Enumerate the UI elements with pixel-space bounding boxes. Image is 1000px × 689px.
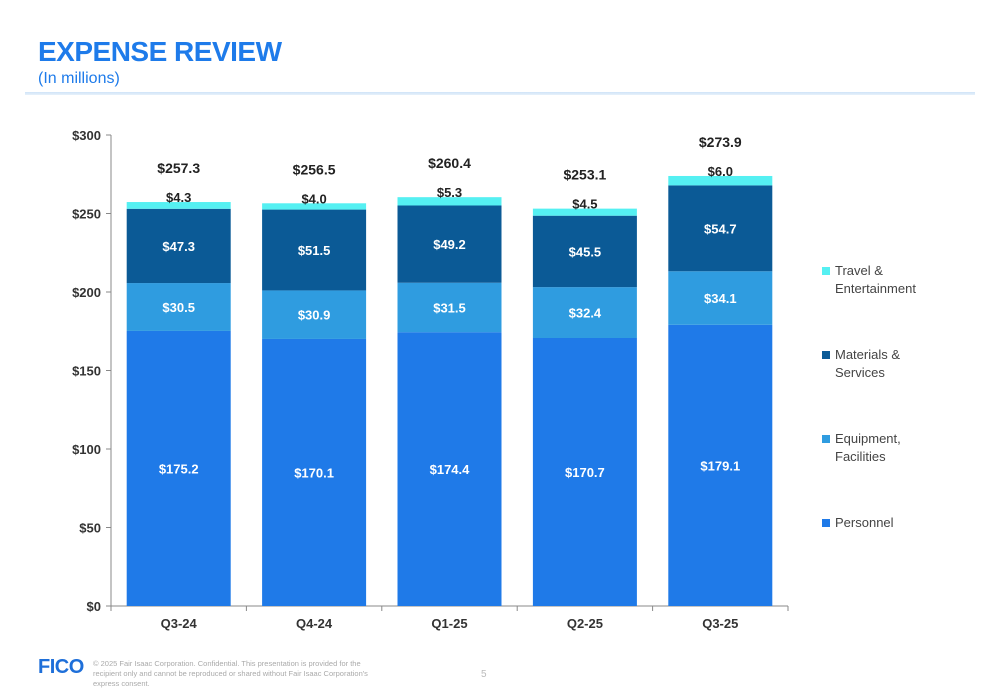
bar-data-label: $4.5 [572, 197, 597, 212]
legend-swatch-personnel [822, 519, 830, 527]
bar-segment [532, 215, 637, 288]
y-tick-label: $300 [72, 128, 101, 143]
bar-data-label: $51.5 [298, 243, 331, 258]
bar-segment [397, 332, 502, 606]
y-tick-label: $100 [72, 442, 101, 457]
bar-segment [126, 208, 231, 284]
page-title: EXPENSE REVIEW [38, 36, 282, 67]
bar-segment [126, 330, 231, 606]
legend-item-materials: Materials & Services [822, 346, 900, 382]
bar-data-label: $49.2 [433, 237, 466, 252]
bar-total-label: $257.3 [157, 160, 200, 176]
x-category-label: Q3-25 [702, 616, 738, 631]
legend-label-materials: Materials & Services [835, 347, 901, 380]
bar-segment [126, 202, 231, 209]
bar-segment [397, 197, 502, 206]
bar-segment [126, 283, 231, 331]
bar-data-label: $34.1 [704, 291, 737, 306]
bar-segment [668, 271, 773, 325]
bar-data-label: $4.3 [166, 190, 191, 205]
legend-label-personnel: Personnel [835, 515, 894, 530]
y-tick-label: $250 [72, 207, 101, 222]
x-category-label: Q1-25 [431, 616, 467, 631]
page-subtitle: (In millions) [38, 70, 120, 87]
bar-segment [262, 290, 367, 339]
bar-total-label: $273.9 [699, 134, 742, 150]
bar-segment [262, 203, 367, 210]
bar-segment [397, 205, 502, 283]
legend-item-travel: Travel & Entertainment [822, 262, 916, 298]
bar-data-label: $30.5 [162, 300, 195, 315]
legend-swatch-equipment [822, 435, 830, 443]
legend-swatch-materials [822, 351, 830, 359]
y-tick-label: $50 [79, 521, 101, 536]
bar-segment [532, 287, 637, 339]
bar-data-label: $179.1 [700, 458, 740, 473]
y-tick-label: $150 [72, 364, 101, 379]
bar-data-label: $174.4 [430, 462, 471, 477]
legend-label-travel: Travel & Entertainment [835, 263, 916, 296]
title-divider [25, 92, 975, 95]
footer-disclaimer: © 2025 Fair Isaac Corporation. Confident… [93, 659, 368, 688]
fico-logo: FICO [38, 656, 84, 678]
bar-total-label: $256.5 [293, 161, 336, 177]
bar-data-label: $175.2 [159, 461, 199, 476]
y-tick-label: $200 [72, 285, 101, 300]
bar-data-label: $170.1 [294, 465, 334, 480]
x-category-label: Q3-24 [161, 616, 198, 631]
legend-swatch-travel [822, 267, 830, 275]
bar-segment [262, 338, 367, 606]
bar-data-label: $30.9 [298, 308, 331, 323]
bar-data-label: $6.0 [708, 164, 733, 179]
y-tick-label: $0 [87, 599, 101, 614]
legend-item-equipment: Equipment, Facilities [822, 430, 901, 466]
bar-segment [532, 338, 637, 606]
bar-data-label: $170.7 [565, 465, 605, 480]
bar-data-label: $31.5 [433, 300, 466, 315]
bar-segment [397, 282, 502, 333]
bar-segment [262, 209, 367, 291]
bar-total-label: $253.1 [563, 167, 606, 183]
bar-data-label: $54.7 [704, 221, 737, 236]
legend-label-equipment: Equipment, Facilities [835, 431, 901, 464]
page-number: 5 [481, 669, 487, 680]
x-category-label: Q2-25 [567, 616, 603, 631]
x-category-label: Q4-24 [296, 616, 333, 631]
bar-total-label: $260.4 [428, 155, 471, 171]
bar-data-label: $32.4 [569, 306, 602, 321]
bar-data-label: $47.3 [162, 239, 195, 254]
bar-data-label: $5.3 [437, 185, 462, 200]
bar-data-label: $4.0 [301, 191, 326, 206]
bar-segment [668, 175, 773, 186]
bar-segment [668, 324, 773, 606]
bar-segment [668, 185, 773, 272]
bar-data-label: $45.5 [569, 244, 602, 259]
legend-item-personnel: Personnel [822, 514, 894, 532]
bar-segment [532, 208, 637, 216]
